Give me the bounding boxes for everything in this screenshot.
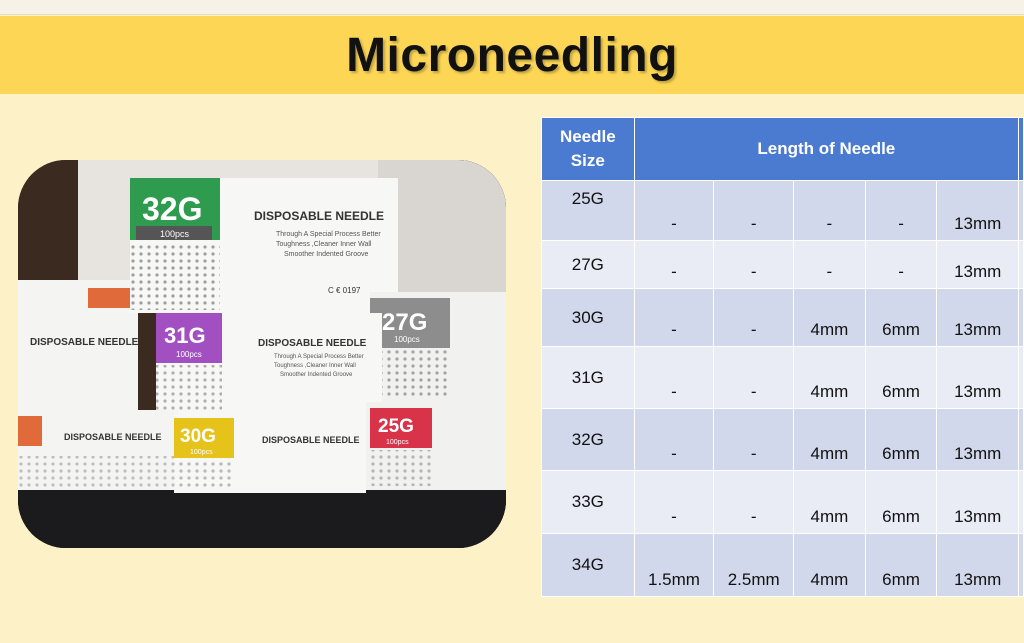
box-31g: 31G 100pcs DISPOSABLE NEEDLE Through A S… xyxy=(156,313,382,413)
length-cell: - xyxy=(633,470,715,534)
table-row: 25G - - - - 13mm xyxy=(541,180,1024,241)
row-edge xyxy=(1018,533,1024,597)
table-row: 32G - - 4mm 6mm 13mm xyxy=(541,408,1024,471)
table-row: 31G - - 4mm 6mm 13mm xyxy=(541,346,1024,409)
length-cell: 4mm xyxy=(793,408,866,471)
needle-boxes-photo: DISPOSABLE NEEDLE 32G 100pcs DISPOSABLE … xyxy=(18,160,506,548)
length-cell: 6mm xyxy=(864,533,938,597)
box-label: DISPOSABLE NEEDLE xyxy=(64,432,162,442)
gauge-label: 25G xyxy=(378,416,414,437)
row-edge xyxy=(1018,470,1024,534)
length-cell: 6mm xyxy=(864,346,938,409)
length-cell: 13mm xyxy=(936,408,1020,471)
count-label: 100pcs xyxy=(176,350,202,359)
size-cell: 27G xyxy=(541,240,635,289)
length-cell: - xyxy=(633,408,715,471)
length-cell: - xyxy=(713,408,795,471)
size-cell: 25G xyxy=(541,180,635,241)
length-cell: 4mm xyxy=(793,470,866,534)
count-label: 100pcs xyxy=(160,229,190,239)
length-cell: 4mm xyxy=(793,346,866,409)
table-row: 34G 1.5mm 2.5mm 4mm 6mm 13mm xyxy=(541,533,1024,597)
ce-mark: C € 0197 xyxy=(328,286,361,295)
box-desc: Through A Special Process Better xyxy=(274,354,364,360)
count-label: 100pcs xyxy=(394,335,420,344)
length-cell: 6mm xyxy=(864,470,938,534)
length-cell: 2.5mm xyxy=(713,533,795,597)
size-cell: 31G xyxy=(541,346,635,409)
row-edge xyxy=(1018,288,1024,347)
row-edge xyxy=(1018,408,1024,471)
gauge-label: 27G xyxy=(382,309,427,336)
box-desc: Through A Special Process Better xyxy=(276,231,381,238)
box-label: DISPOSABLE NEEDLE xyxy=(258,338,367,349)
row-edge xyxy=(1018,346,1024,409)
length-cell: 13mm xyxy=(936,346,1020,409)
box-desc: Toughness ,Cleaner Inner Wall xyxy=(276,241,372,248)
length-cell: - xyxy=(633,240,715,289)
length-cell: - xyxy=(633,288,715,347)
box-desc: Toughness ,Cleaner Inner Wall xyxy=(274,363,356,369)
box-mid-left: DISPOSABLE NEEDLE xyxy=(18,410,178,490)
row-edge xyxy=(1018,240,1024,289)
box-label: DISPOSABLE NEEDLE xyxy=(254,209,384,223)
size-cell: 30G xyxy=(541,288,635,347)
size-cell: 34G xyxy=(541,533,635,597)
length-cell: - xyxy=(713,180,795,241)
count-label: 100pcs xyxy=(386,439,409,446)
page-title: Microneedling xyxy=(346,28,678,82)
box-label: DISPOSABLE NEEDLE xyxy=(262,435,360,445)
length-cell: - xyxy=(713,288,795,347)
length-cell: - xyxy=(713,470,795,534)
length-cell: 13mm xyxy=(936,470,1020,534)
length-cell: - xyxy=(864,240,938,289)
gauge-label: 32G xyxy=(142,191,202,227)
length-cell: 6mm xyxy=(864,408,938,471)
header-length-of-needle: Length of Needle xyxy=(633,117,1020,181)
count-label: 100pcs xyxy=(190,449,213,456)
needle-size-table: Needle Size Length of Needle 25G - - - -… xyxy=(541,117,1024,597)
length-cell: - xyxy=(713,346,795,409)
length-cell: 6mm xyxy=(864,288,938,347)
box-27g: 27G 100pcs xyxy=(370,292,506,402)
length-cell: 13mm xyxy=(936,533,1020,597)
box-32g: 32G 100pcs DISPOSABLE NEEDLE Through A S… xyxy=(130,178,398,313)
length-cell: 4mm xyxy=(793,288,866,347)
title-band: Microneedling xyxy=(0,16,1024,94)
box-25g: 25G 100pcs xyxy=(366,402,506,490)
header-needle-size: Needle Size xyxy=(541,117,635,181)
length-cell: - xyxy=(793,240,866,289)
header-edge xyxy=(1018,117,1024,181)
box-30g: 30G 100pcs DISPOSABLE NEEDLE xyxy=(174,413,366,493)
length-cell: 1.5mm xyxy=(633,533,715,597)
size-cell: 32G xyxy=(541,408,635,471)
table-row: 33G - - 4mm 6mm 13mm xyxy=(541,470,1024,534)
header-size-line2: Size xyxy=(570,151,605,170)
length-cell: 4mm xyxy=(793,533,866,597)
length-cell: - xyxy=(633,346,715,409)
length-cell: - xyxy=(633,180,715,241)
box-back-left: DISPOSABLE NEEDLE xyxy=(18,280,139,410)
gauge-label: 31G xyxy=(164,323,206,348)
row-edge xyxy=(1018,180,1024,241)
length-cell: - xyxy=(713,240,795,289)
box-label: DISPOSABLE NEEDLE xyxy=(30,337,139,348)
box-desc: Smoother Indented Groove xyxy=(284,251,369,258)
gauge-label: 30G xyxy=(180,426,216,447)
table-row: 30G - - 4mm 6mm 13mm xyxy=(541,288,1024,347)
length-cell: 13mm xyxy=(936,240,1020,289)
table-row: 27G - - - - 13mm xyxy=(541,240,1024,289)
length-cell: - xyxy=(864,180,938,241)
length-cell: - xyxy=(793,180,866,241)
header-size-line1: Needle xyxy=(559,127,616,146)
size-cell: 33G xyxy=(541,470,635,534)
box-desc: Smoother Indented Groove xyxy=(280,372,353,378)
length-cell: 13mm xyxy=(936,180,1020,241)
length-cell: 13mm xyxy=(936,288,1020,347)
top-strip xyxy=(0,0,1024,15)
